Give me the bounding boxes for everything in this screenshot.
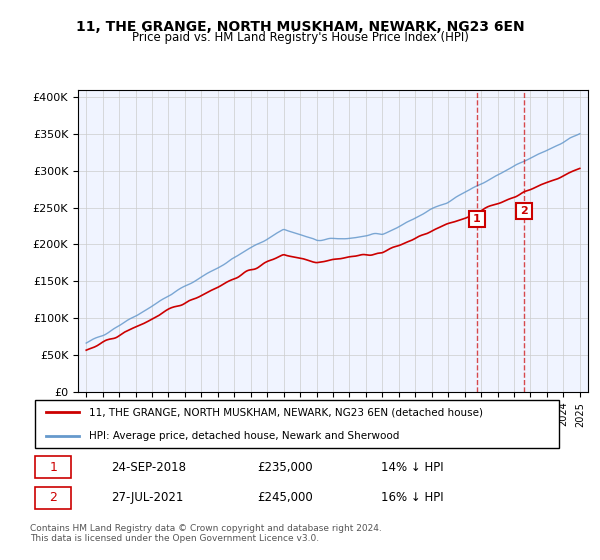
Text: 2: 2 [49, 492, 57, 505]
Text: 11, THE GRANGE, NORTH MUSKHAM, NEWARK, NG23 6EN: 11, THE GRANGE, NORTH MUSKHAM, NEWARK, N… [76, 20, 524, 34]
Text: 27-JUL-2021: 27-JUL-2021 [111, 492, 184, 505]
Text: HPI: Average price, detached house, Newark and Sherwood: HPI: Average price, detached house, Newa… [89, 431, 400, 441]
Text: £245,000: £245,000 [257, 492, 313, 505]
Text: £235,000: £235,000 [257, 461, 313, 474]
Text: 11, THE GRANGE, NORTH MUSKHAM, NEWARK, NG23 6EN (detached house): 11, THE GRANGE, NORTH MUSKHAM, NEWARK, N… [89, 408, 484, 418]
Text: 1: 1 [49, 461, 57, 474]
Text: 16% ↓ HPI: 16% ↓ HPI [381, 492, 443, 505]
Text: 2: 2 [520, 206, 527, 216]
FancyBboxPatch shape [35, 487, 71, 509]
Text: 24-SEP-2018: 24-SEP-2018 [111, 461, 186, 474]
FancyBboxPatch shape [35, 400, 559, 448]
Text: Price paid vs. HM Land Registry's House Price Index (HPI): Price paid vs. HM Land Registry's House … [131, 31, 469, 44]
FancyBboxPatch shape [35, 456, 71, 478]
Text: 14% ↓ HPI: 14% ↓ HPI [381, 461, 443, 474]
Text: 1: 1 [473, 214, 481, 223]
Text: Contains HM Land Registry data © Crown copyright and database right 2024.
This d: Contains HM Land Registry data © Crown c… [30, 524, 382, 543]
